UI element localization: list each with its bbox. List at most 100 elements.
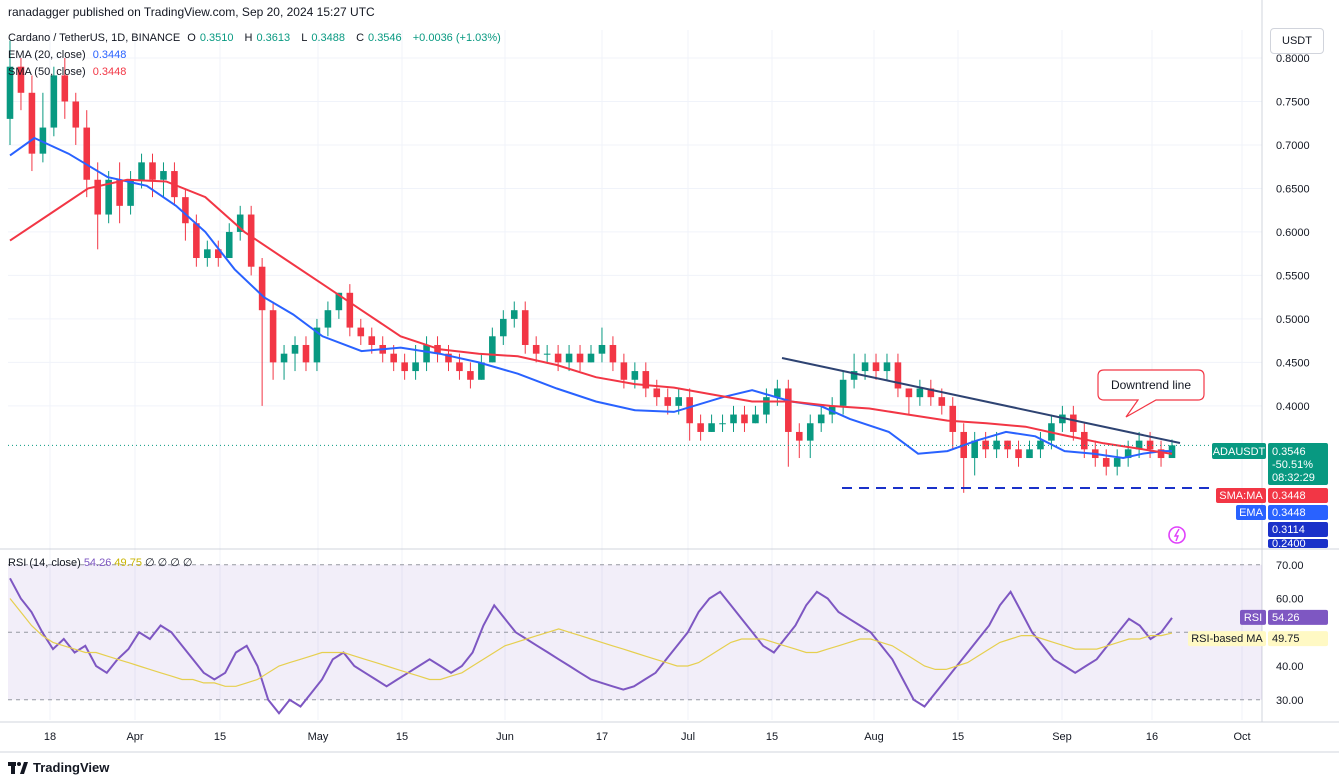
candle-body-27	[302, 344, 310, 363]
candle-body-8	[94, 179, 101, 215]
rsi-label: RSI (14, close)	[8, 557, 81, 569]
candle-body-97	[1070, 414, 1077, 432]
chart-drawings: Downtrend line	[8, 357, 1262, 544]
candle-body-38	[423, 344, 430, 363]
time-tick-0: 18	[44, 731, 56, 743]
bottom-cut-tag-value: 0.2400	[1272, 538, 1306, 550]
candle-body-98	[1081, 431, 1088, 450]
candle-body-65	[719, 423, 726, 425]
candle-body-84	[927, 388, 935, 398]
candle-body-88	[971, 440, 978, 459]
candle-body-86	[949, 405, 957, 432]
rsi-ma-tag-label: RSI-based MA	[1191, 633, 1263, 645]
tradingview-logo[interactable]: TradingView	[8, 760, 109, 775]
time-tick-6: 17	[596, 731, 608, 743]
ema-label: EMA (20, close)	[8, 49, 86, 61]
candle-body-22	[247, 214, 255, 267]
publish-info: ranadagger published on TradingView.com,…	[8, 5, 375, 19]
ohlc-change: +0.0036 (+1.03%)	[412, 32, 501, 44]
time-tick-5: Jun	[496, 731, 514, 743]
candle-body-20	[225, 231, 233, 259]
moving-average-series	[9, 136, 1173, 460]
rsi-extras: ∅ ∅ ∅ ∅	[145, 557, 193, 569]
candle-body-73	[806, 423, 814, 441]
price-tick-4: 0.6000	[1276, 227, 1310, 239]
candle-body-105	[1157, 449, 1165, 459]
ema-tag-label: EMA	[1239, 507, 1264, 519]
candle-body-35	[390, 353, 397, 363]
candle-body-74	[817, 414, 825, 424]
candle-body-42	[467, 371, 474, 380]
candle-body-31	[346, 292, 354, 328]
downtrend-callout-text: Downtrend line	[1111, 378, 1191, 392]
candle-body-64	[708, 423, 715, 432]
candle-body-62	[686, 397, 693, 424]
candle-body-19	[214, 249, 222, 259]
candle-body-21	[236, 214, 244, 232]
price-tick-1: 0.7500	[1276, 96, 1310, 108]
rsi-line	[9, 577, 1173, 715]
candle-body-28	[313, 327, 321, 363]
main-legend: Cardano / TetherUS, 1D, BINANCE O 0.3510 …	[8, 30, 505, 81]
candle-body-46	[510, 310, 518, 319]
time-tick-10: 15	[952, 731, 964, 743]
rsi-ma-tag-label-bg	[1188, 631, 1266, 647]
price-tag-change: -50.51%	[1272, 459, 1313, 471]
tradingview-logo-icon	[8, 761, 28, 774]
candle-body-85	[938, 397, 946, 406]
rsi-tick-1: 60.00	[1276, 594, 1304, 606]
rsi-ma-line	[9, 598, 1173, 687]
price-tick-2: 0.7000	[1276, 140, 1310, 152]
candle-body-49	[543, 353, 551, 355]
candle-body-77	[850, 371, 858, 380]
candle-body-53	[587, 353, 595, 363]
symbol-label[interactable]: Cardano / TetherUS, 1D, BINANCE	[8, 32, 181, 44]
candle-body-101	[1113, 458, 1121, 467]
candle-body-23	[258, 266, 266, 311]
sma-tag-label-bg	[1216, 488, 1266, 503]
candle-body-45	[500, 318, 507, 337]
rsi-tag-value: 54.26	[1272, 612, 1300, 624]
candle-body-7	[83, 127, 91, 180]
candle-body-47	[521, 310, 529, 345]
rsi-tick-3: 30.00	[1276, 695, 1304, 707]
candle-body-68	[752, 414, 759, 424]
price-tick-8: 0.4000	[1276, 401, 1310, 413]
candle-body-5	[61, 75, 69, 102]
candle-body-69	[763, 397, 770, 415]
candle-body-43	[478, 362, 485, 380]
time-tick-4: 15	[396, 731, 408, 743]
support-tag-bg	[1268, 522, 1328, 537]
sma-label: SMA (50, close)	[8, 66, 86, 78]
downtrend-callout	[1097, 369, 1205, 418]
rsi-value: 54.26	[83, 557, 112, 569]
price-tick-5: 0.5500	[1276, 270, 1310, 282]
candle-body-36	[401, 362, 408, 372]
candle-body-25	[280, 353, 288, 363]
candle-body-91	[1004, 440, 1011, 450]
candle-body-29	[324, 310, 332, 328]
candle-body-56	[620, 362, 628, 380]
sma-legend-row[interactable]: SMA (50, close) 0.3448	[8, 64, 505, 81]
candle-body-100	[1102, 458, 1110, 467]
candle-body-89	[982, 440, 989, 450]
price-tick-3: 0.6500	[1276, 183, 1310, 195]
time-tick-2: 15	[214, 731, 226, 743]
alert-icon-bolt	[1173, 528, 1180, 542]
ohlc-high: H 0.3613	[244, 32, 291, 44]
time-tick-11: Sep	[1052, 731, 1072, 743]
rsi-legend[interactable]: RSI (14, close) 54.26 49.75 ∅ ∅ ∅ ∅	[8, 556, 193, 569]
downtrend-line	[781, 357, 1181, 444]
price-tag-value: 0.3546	[1272, 446, 1306, 458]
price-tag-symbol: ADAUSDT	[1213, 446, 1266, 458]
candle-body-52	[576, 353, 584, 363]
candle-body-10	[116, 179, 123, 206]
price-tick-7: 0.4500	[1276, 357, 1310, 369]
candle-body-14	[160, 171, 167, 180]
ema-legend-row[interactable]: EMA (20, close) 0.3448	[8, 47, 505, 64]
rsi-tag-label: RSI	[1244, 612, 1262, 624]
rsi-ma-value: 49.75	[114, 557, 142, 569]
currency-selector[interactable]: USDT	[1270, 28, 1324, 54]
candle-body-33	[368, 336, 376, 345]
